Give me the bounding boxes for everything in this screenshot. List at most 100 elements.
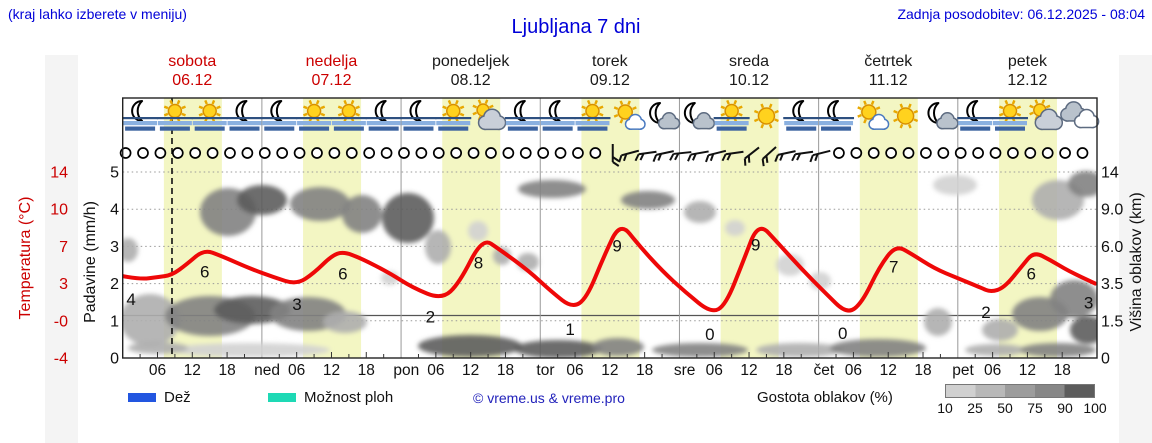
temperature-value-label: 8	[474, 253, 483, 272]
left-axis-strip	[45, 55, 78, 443]
cloud-blob	[982, 319, 1018, 341]
moon-crescent	[409, 100, 422, 122]
cloud-blob	[122, 238, 138, 262]
fog-bar	[192, 121, 227, 126]
sun-ray	[753, 109, 759, 114]
fog-bar	[299, 126, 330, 131]
sun-ray	[1045, 104, 1051, 109]
x-axis-label: tor	[536, 362, 554, 379]
cloud-height-axis-tick: 9.0	[1101, 202, 1123, 219]
fog-bar	[714, 121, 749, 126]
cloud-blob	[128, 342, 188, 354]
wind-calm-circle	[1059, 147, 1071, 159]
weather-icon-clouds	[1060, 101, 1100, 129]
fog-bar	[330, 117, 367, 120]
wind-barb	[652, 150, 674, 162]
weather-icon-sun-fog	[296, 99, 333, 131]
weather-icon-moon-fog	[261, 100, 298, 131]
moon-crescent	[927, 102, 940, 124]
fog-bar	[505, 121, 540, 126]
cloud-blob	[1050, 280, 1097, 318]
sun-ray	[581, 112, 586, 117]
fog-bar	[297, 121, 332, 126]
weather-icon-moon-cloud	[649, 102, 681, 130]
density-tick-label: 90	[1057, 400, 1073, 416]
wind-barb-tick	[687, 154, 692, 162]
cloud-blob	[122, 294, 180, 346]
fog-bar	[226, 117, 263, 120]
fog-bar	[227, 121, 262, 126]
sun-ray	[489, 104, 494, 109]
x-axis-label: 18	[1054, 362, 1071, 379]
last-update-text: Zadnja posodobitev: 06.12.2025 - 08:04	[897, 6, 1145, 22]
cloud-blob	[965, 344, 1025, 356]
day-name: ponedeljek	[431, 53, 510, 70]
sun-ray	[320, 112, 326, 117]
fog-bar	[194, 126, 225, 131]
day-header: ponedeljek 08.12	[401, 52, 541, 90]
fog-bar	[438, 126, 469, 131]
day-date: 06.12	[172, 72, 213, 89]
cloud-body	[942, 122, 953, 128]
wind-barb-tick	[791, 153, 797, 162]
wind-calm-circle	[850, 147, 863, 159]
fog-bar	[818, 117, 855, 120]
fog-bar	[542, 126, 573, 131]
sun-ray	[857, 113, 862, 118]
moon-crescent	[683, 102, 696, 124]
weather-icon-sun-cloud	[1029, 99, 1064, 131]
wind-barb-tick	[765, 155, 769, 163]
wind-calm-circle	[345, 147, 358, 159]
cloud-blob	[518, 180, 586, 198]
copyright-link[interactable]: © vreme.us & vreme.pro	[473, 390, 625, 406]
temperature-value-label: 3	[292, 295, 301, 314]
moon-crescent	[374, 100, 387, 122]
fog-bar	[366, 121, 401, 126]
temperature-value-label: 0	[838, 324, 847, 343]
cloud-height-axis-tick: 14	[1101, 165, 1119, 182]
temperature-value-label: 6	[1026, 264, 1035, 283]
sun-ray	[768, 123, 773, 129]
wind-calm-circle	[519, 147, 532, 159]
moon-crescent	[792, 100, 805, 122]
wind-calm-circle	[1076, 147, 1089, 159]
wind-calm-circle	[589, 147, 602, 159]
fog-bar	[575, 121, 610, 126]
weather-icon-moon-fog	[226, 100, 263, 131]
sun-ray	[1029, 111, 1034, 116]
wind-barb-tick	[809, 154, 814, 163]
cloud-blob	[684, 201, 716, 223]
wind-calm-circle	[450, 147, 463, 159]
day-header: sobota 06.12	[122, 52, 262, 90]
temperature-value-label: 2	[981, 303, 990, 322]
sun-ray	[870, 100, 875, 106]
x-axis-label: 06	[566, 362, 583, 379]
wind-calm-circle	[154, 147, 167, 159]
density-tick-label: 100	[1083, 400, 1107, 416]
sun-ray	[581, 105, 586, 110]
weather-icon-sun-cloud	[472, 99, 507, 131]
fog-bar	[157, 121, 192, 126]
x-axis-label: 06	[845, 362, 862, 379]
wind-calm-circle	[954, 147, 967, 159]
day-header: sreda 10.12	[679, 52, 819, 90]
fog-bar	[540, 121, 575, 126]
fog-bar	[786, 126, 817, 131]
wind-barb-tick	[652, 154, 658, 162]
sun-ray	[899, 103, 904, 109]
wind-calm-circle	[363, 147, 376, 159]
sun-ray	[355, 112, 360, 117]
wind-barb-shaft	[655, 150, 674, 156]
sun-ray	[459, 105, 465, 110]
day-name: nedelja	[305, 53, 358, 70]
wind-barb-shaft	[777, 150, 796, 156]
fog-bar	[123, 121, 158, 126]
wind-barb	[618, 149, 640, 163]
x-axis-label: 12	[1019, 362, 1036, 379]
sun-ray	[472, 111, 478, 116]
wind-calm-circle	[485, 147, 497, 159]
sun-ray	[627, 100, 631, 106]
sun-disk	[306, 103, 322, 119]
cloud-blob	[830, 339, 926, 357]
precip-axis-tick: 2	[110, 276, 119, 293]
